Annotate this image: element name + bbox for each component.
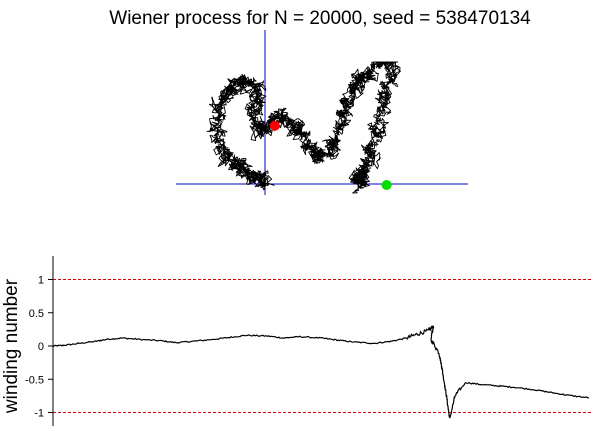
winding-reference-lines [53, 279, 591, 413]
end-marker [381, 180, 392, 190]
start-marker [269, 120, 280, 131]
winding-y-ticks: 1 0.5 0 -0.5 -1 [25, 275, 53, 420]
y-tick-label: -0.5 [25, 374, 44, 386]
y-tick-label: 0.5 [29, 308, 44, 320]
winding-series-line [52, 325, 590, 419]
winding-number-panel: 1 0.5 0 -0.5 -1 winding number [1, 256, 591, 426]
wiener-path [206, 61, 402, 194]
chart-title: Wiener process for N = 20000, seed = 538… [109, 8, 531, 29]
winding-y-axis-label: winding number [1, 278, 22, 414]
wiener-path-panel [176, 30, 468, 195]
y-tick-label: 0 [38, 341, 44, 353]
y-tick-label: -1 [34, 408, 44, 420]
y-tick-label: 1 [38, 275, 44, 287]
